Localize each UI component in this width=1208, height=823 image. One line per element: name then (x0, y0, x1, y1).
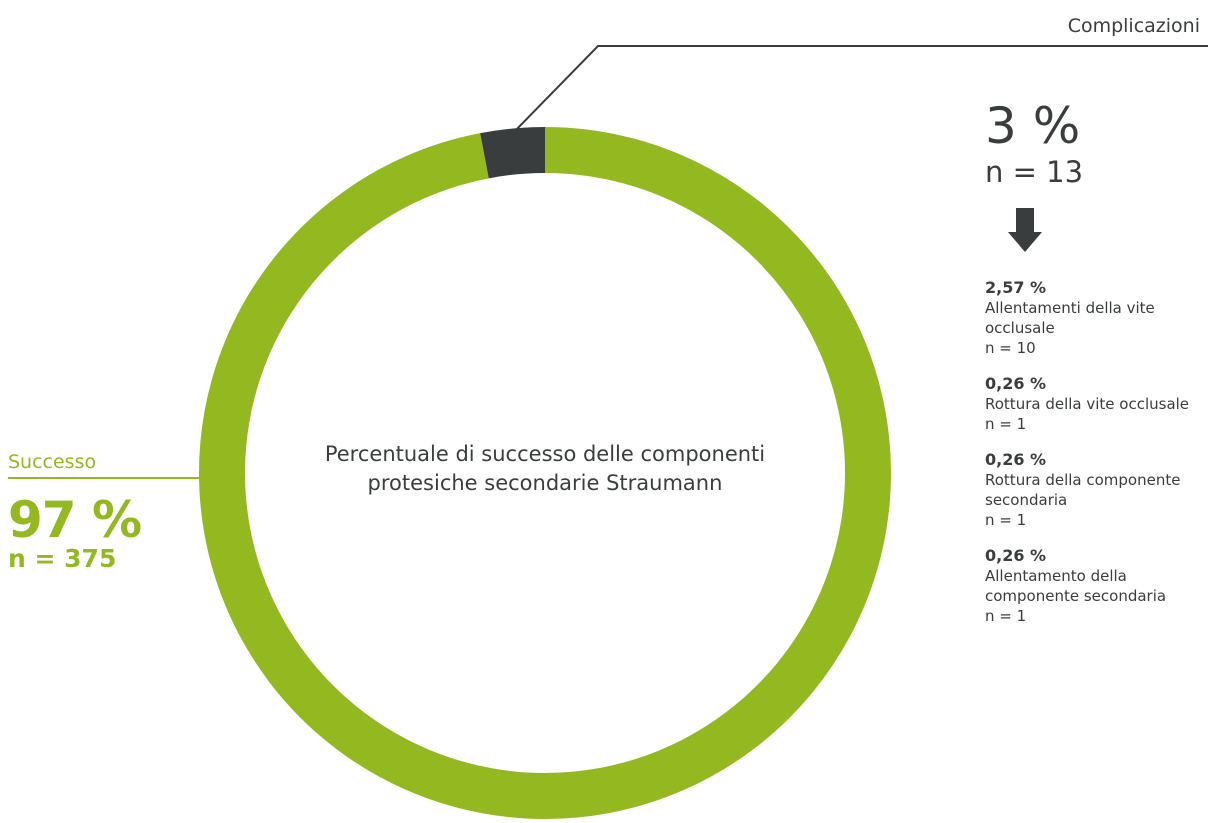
breakdown-label: Rottura della componente secondaria (985, 471, 1181, 509)
success-slice (199, 127, 891, 819)
breakdown-item: 0,26 % Allentamento della componente sec… (985, 546, 1207, 626)
breakdown-item: 0,26 % Rottura della componente secondar… (985, 450, 1207, 530)
breakdown-percent: 0,26 % (985, 450, 1047, 469)
breakdown-count: n = 1 (985, 607, 1027, 625)
breakdown-item: 0,26 % Rottura della vite occlusale n = … (985, 374, 1207, 434)
breakdown-label: Allentamento della componente secondaria (985, 567, 1167, 605)
down-arrow-icon (1008, 208, 1042, 252)
breakdown-label: Allentamenti della vite occlusale (985, 299, 1155, 337)
breakdown-item: 2,57 % Allentamenti della vite occlusale… (985, 278, 1207, 358)
complications-count: n = 13 (985, 155, 1084, 189)
breakdown-percent: 0,26 % (985, 546, 1047, 565)
breakdown-count: n = 10 (985, 339, 1036, 357)
complications-series-label: Complicazioni (1067, 15, 1200, 37)
success-percent: 97 % (8, 491, 142, 549)
breakdown-percent: 0,26 % (985, 374, 1047, 393)
chart-title: Percentuale di successo delle componenti… (324, 442, 766, 495)
breakdown-label: Rottura della vite occlusale (985, 395, 1190, 413)
complication-leader-line (511, 45, 1208, 135)
breakdown-count: n = 1 (985, 415, 1027, 433)
success-count: n = 375 (8, 544, 117, 573)
breakdown-percent: 2,57 % (985, 278, 1047, 297)
breakdown-count: n = 1 (985, 511, 1027, 529)
complications-slice (480, 127, 546, 179)
success-series-label: Successo (8, 451, 97, 473)
complications-percent: 3 % (985, 97, 1081, 155)
complication-breakdown: 2,57 % Allentamenti della vite occlusale… (985, 278, 1207, 642)
